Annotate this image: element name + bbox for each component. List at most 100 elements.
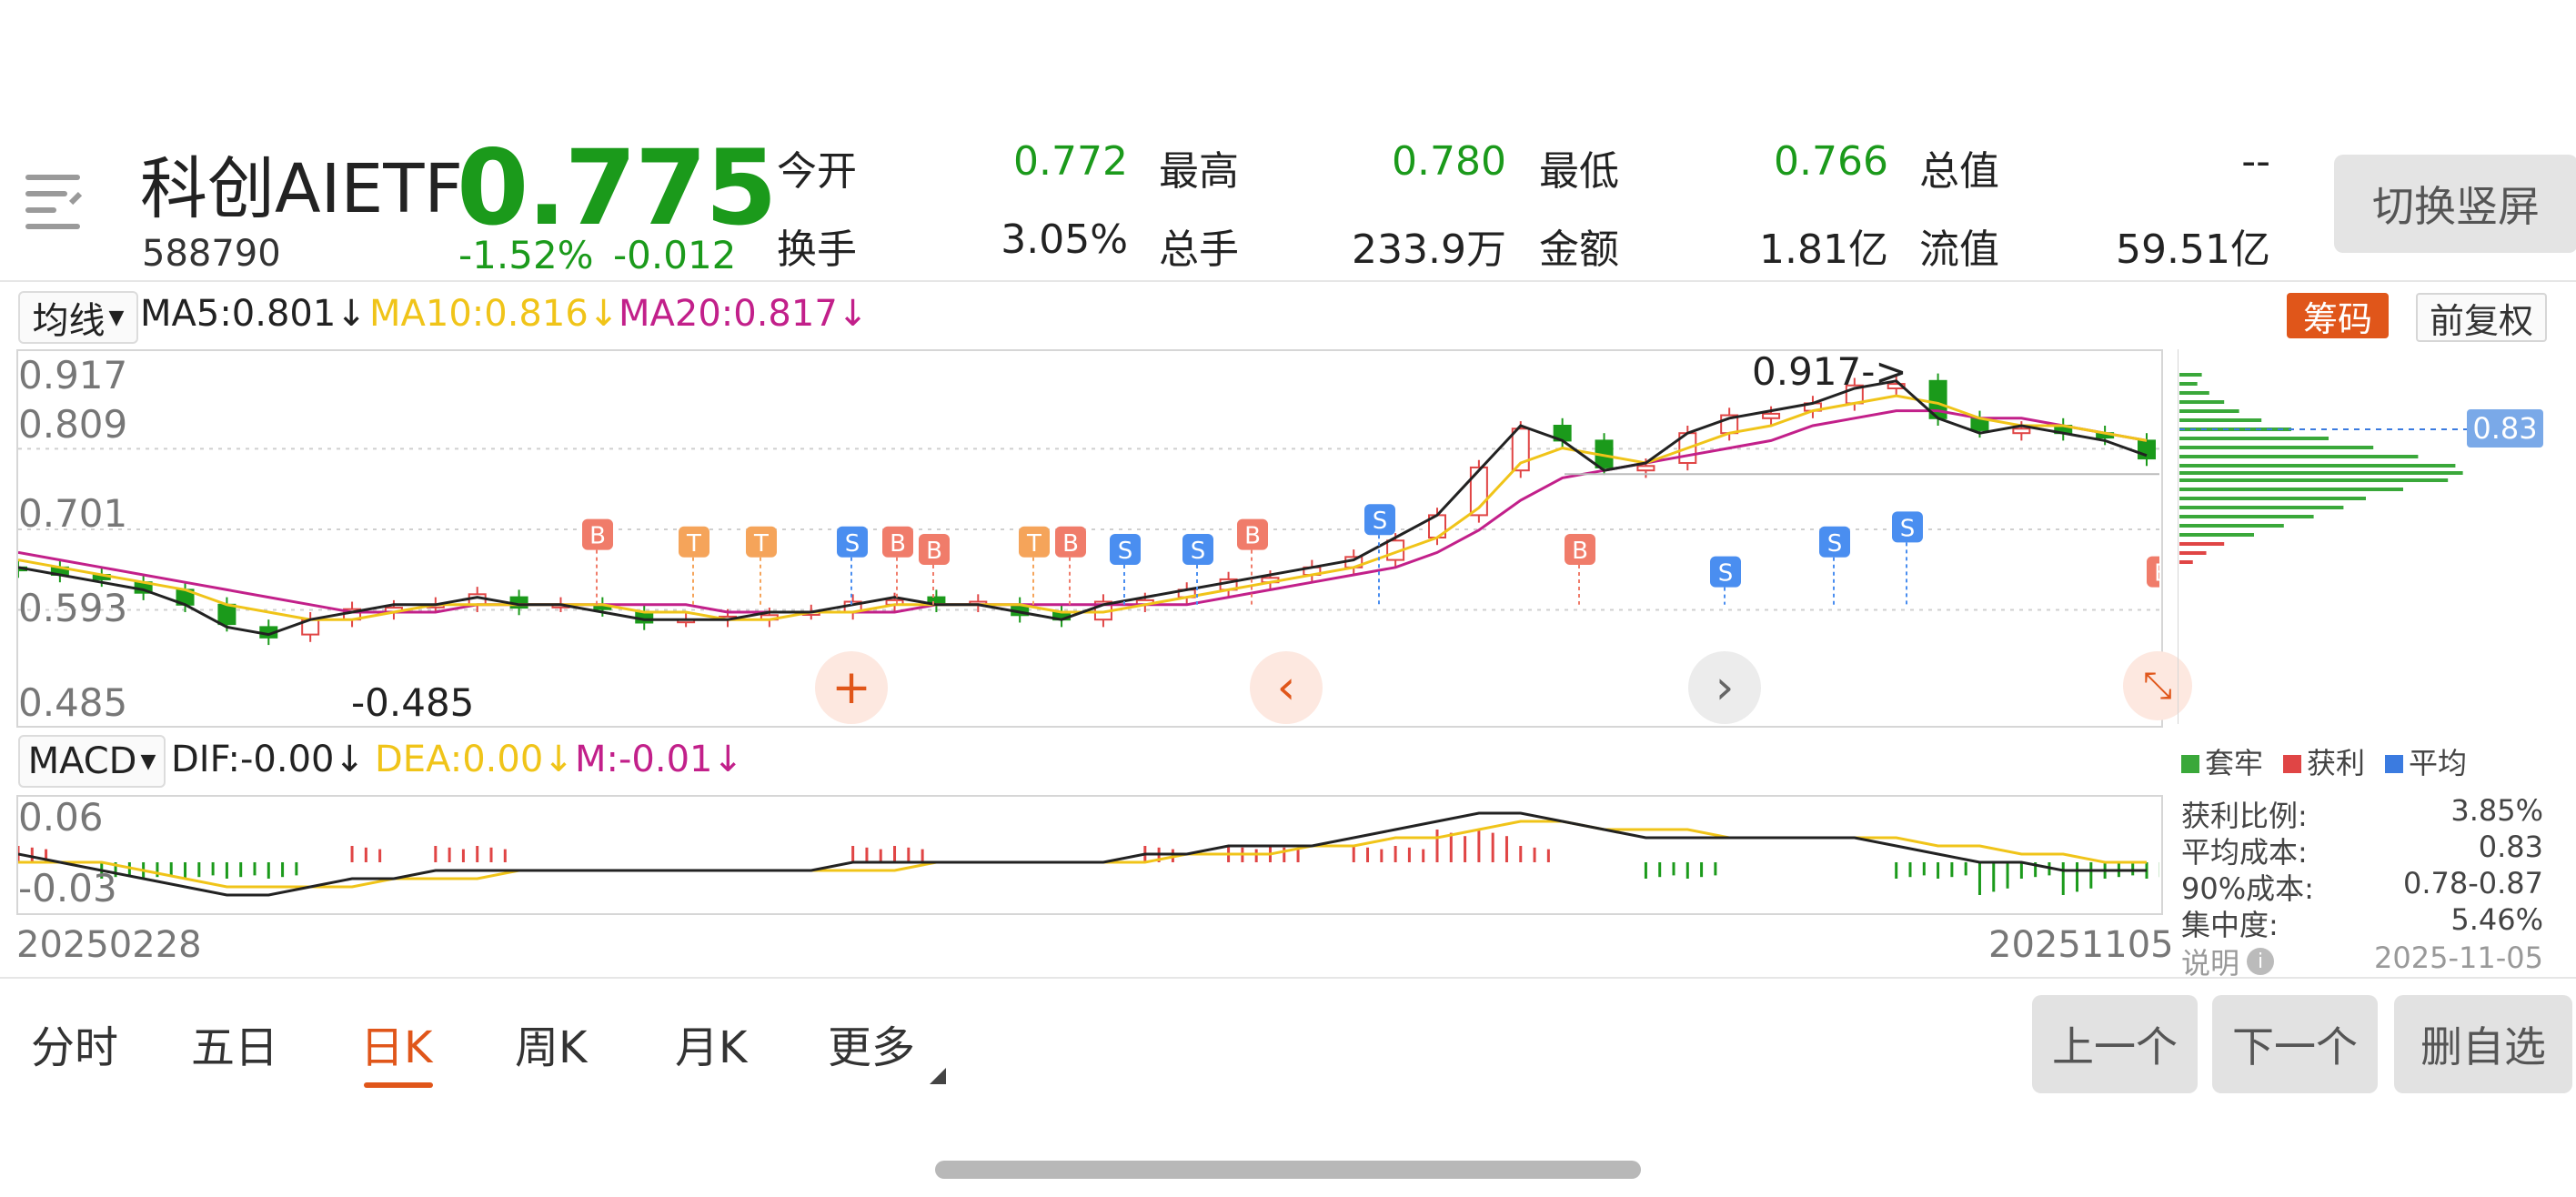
quote-label-total-value: 总值 (1919, 148, 1999, 195)
y-axis-label: 0.593 (18, 586, 128, 630)
quote-value-high: 0.780 (1392, 138, 1506, 185)
home-indicator (935, 1161, 1641, 1179)
candle-body (2012, 428, 2031, 435)
tabs-divider (0, 977, 2576, 979)
chip-bar (2179, 471, 2463, 475)
trade-marker-label: B (2154, 560, 2159, 588)
collapse-arrows-icon: ⤡ (2143, 665, 2172, 707)
more-corner-icon (930, 1068, 946, 1084)
quote-label-volume: 总手 (1159, 226, 1239, 273)
candle-body (1636, 465, 1655, 472)
trade-marker-label: S (1827, 530, 1843, 558)
trade-marker-label: B (1572, 538, 1588, 565)
stat-label: 90%成本: (2181, 871, 2314, 906)
trade-marker-box (1237, 518, 1268, 550)
ma10-line (18, 394, 2148, 621)
menu-icon[interactable] (25, 175, 92, 229)
chevron-left-icon: ‹ (1276, 660, 1296, 715)
stat-value-concentration: 5.46% (2450, 902, 2543, 937)
quote-value-float-value: 59.51亿 (2116, 226, 2270, 273)
quote-label-amount: 金额 (1539, 226, 1619, 273)
trade-marker-box (1110, 534, 1141, 565)
trade-marker-box (1019, 526, 1050, 558)
candle-body (1762, 412, 1781, 419)
low-annotation: -0.485 (351, 680, 475, 725)
prev-stock-button[interactable]: 上一个 (2032, 995, 2198, 1093)
trade-marker-box (882, 526, 913, 558)
chip-bar (2179, 478, 2449, 482)
scroll-right-button[interactable]: › (1688, 651, 1761, 724)
tab-five-day[interactable]: 五日 (191, 1022, 279, 1073)
trade-marker-box (582, 518, 613, 550)
trade-marker-label: S (1191, 538, 1206, 565)
stat-label: 集中度: (2181, 908, 2279, 942)
tab-more[interactable]: 更多 (828, 1022, 916, 1073)
chip-bar (2179, 418, 2262, 422)
chip-legend-profit: 获利 (2283, 740, 2365, 782)
quote-label-turnover: 换手 (777, 226, 857, 273)
fullscreen-collapse-button[interactable]: ⤡ (2123, 651, 2192, 720)
stat-value-profit-ratio: 3.85% (2450, 793, 2543, 828)
chip-note[interactable]: 说明 i (2181, 940, 2275, 982)
change-percent: -1.52% (458, 233, 594, 277)
trade-marker-label: S (1718, 560, 1734, 588)
chip-bar (2179, 391, 2209, 395)
trade-marker-box (1565, 534, 1595, 565)
m-legend: M:-0.01↓ (575, 739, 743, 780)
indicator-select[interactable]: 均线 ▼ (18, 291, 138, 344)
quote-label-float-value: 流值 (1919, 226, 1999, 273)
chip-bar (2179, 497, 2366, 500)
change-amount: -0.012 (613, 233, 737, 277)
ma20-line (18, 409, 2148, 614)
quote-value-volume: 233.9万 (1352, 226, 1506, 273)
macd-chart[interactable] (18, 797, 2159, 911)
trade-marker-box (1819, 526, 1850, 558)
trade-marker-box (679, 526, 709, 558)
trade-marker-box (1364, 504, 1395, 536)
chip-bar (2179, 560, 2193, 564)
y-axis-label: 0.485 (18, 680, 128, 725)
candle-body (1887, 383, 1906, 389)
zoom-in-button[interactable]: + (815, 651, 888, 724)
candle-body (1511, 428, 1530, 472)
header-divider (0, 280, 2576, 282)
remove-watchlist-button[interactable]: 删自选 (2394, 995, 2572, 1093)
trade-marker-label: S (1118, 538, 1133, 565)
trade-marker-label: B (890, 530, 906, 558)
trade-marker-label: T (753, 530, 769, 558)
kline-chart-frame[interactable] (16, 349, 2163, 728)
tab-monthly-k[interactable]: 月K (675, 1022, 748, 1073)
chip-bar (2179, 551, 2207, 555)
y-axis-label: 0.917 (18, 353, 128, 397)
chips-button[interactable]: 筹码 (2287, 293, 2389, 339)
dropdown-arrow-icon: ▼ (140, 749, 156, 773)
quote-value-total-value: -- (2241, 138, 2270, 185)
chip-note-date: 2025-11-05 (2374, 940, 2543, 975)
adjust-button[interactable]: 前复权 (2416, 293, 2547, 342)
quote-value-turnover: 3.05% (1001, 216, 1128, 263)
next-stock-button[interactable]: 下一个 (2212, 995, 2378, 1093)
macd-select[interactable]: MACD ▼ (18, 735, 166, 788)
ma5-line (18, 379, 2148, 637)
stat-value-avg-cost: 0.83 (2478, 830, 2543, 864)
macd-chart-frame[interactable] (16, 795, 2163, 915)
quote-label-high: 最高 (1159, 148, 1239, 195)
tab-intraday[interactable]: 分时 (31, 1022, 119, 1073)
kline-chart[interactable]: BTTSBBTBSSBSBSSSB (18, 351, 2159, 724)
ma5-legend: MA5:0.801↓ (140, 293, 367, 335)
macd-select-label: MACD (27, 740, 137, 782)
chevron-right-icon: › (1715, 660, 1735, 715)
tab-daily-k[interactable]: 日K (360, 1022, 433, 1073)
tab-weekly-k[interactable]: 周K (515, 1022, 588, 1073)
trade-marker-label: B (1244, 523, 1261, 550)
chip-legend-trapped: 套牢 (2181, 740, 2263, 782)
quote-value-amount: 1.81亿 (1759, 226, 1888, 273)
switch-portrait-button[interactable]: 切换竖屏 (2334, 155, 2576, 253)
trade-marker-label: B (926, 538, 942, 565)
trade-marker-label: T (686, 530, 701, 558)
trade-marker-box (1710, 556, 1741, 588)
scroll-left-button[interactable]: ‹ (1250, 651, 1323, 724)
chip-bar (2179, 524, 2284, 528)
stat-label: 平均成本: (2181, 835, 2308, 870)
dea-legend: DEA:0.00↓ (375, 739, 574, 780)
